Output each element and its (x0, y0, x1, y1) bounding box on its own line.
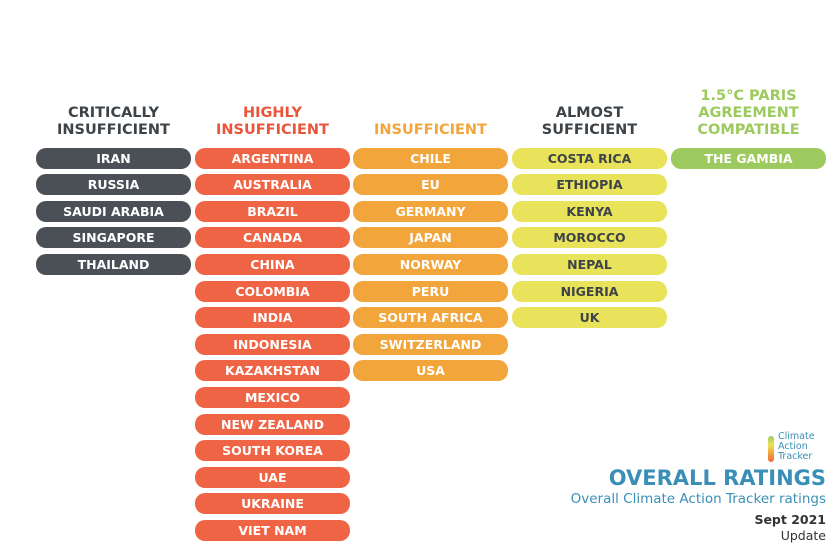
country-pill: NORWAY (353, 253, 508, 275)
logo-line: Action (778, 441, 808, 452)
country-pill: COLOMBIA (195, 280, 350, 302)
country-pill: VIET NAM (195, 519, 350, 541)
logo-line: Climate (778, 431, 815, 442)
country-pill: CHILE (353, 147, 508, 169)
country-pill: SINGAPORE (36, 227, 191, 249)
country-pill: BRAZIL (195, 200, 350, 222)
country-pill: INDIA (195, 307, 350, 329)
country-pill: KAZAKHSTAN (195, 360, 350, 382)
footer-note: Update (780, 528, 826, 543)
country-pill: UAE (195, 466, 350, 488)
country-pill: PERU (353, 280, 508, 302)
rating-column: HIGHLY INSUFFICIENT ARGENTINA AUSTRALIA BRA… (195, 80, 350, 541)
column-title: 1.5°C PARIS AGREEMENT COMPATIBLE (697, 88, 800, 138)
footer-subtitle: Overall Climate Action Tracker ratings (570, 491, 826, 507)
logo: Climate Action Tracker (768, 432, 815, 462)
footer-date: Sept 2021 (754, 512, 826, 527)
country-pill: USA (353, 360, 508, 382)
country-pill: NIGERIA (512, 280, 667, 302)
column-title: HIGHLY INSUFFICIENT (216, 105, 329, 138)
country-pill: ARGENTINA (195, 147, 350, 169)
logo-line: Tracker (778, 451, 813, 462)
country-pill: JAPAN (353, 227, 508, 249)
country-pill: COSTA RICA (512, 147, 667, 169)
rating-column: ALMOST SUFFICIENT COSTA RICA ETHIOPIA KENYA… (512, 80, 667, 329)
country-pill: KENYA (512, 200, 667, 222)
country-pill: UK (512, 307, 667, 329)
country-pill: EU (353, 174, 508, 196)
country-pill: CHINA (195, 253, 350, 275)
country-pill: NEPAL (512, 253, 667, 275)
country-pill: SAUDI ARABIA (36, 200, 191, 222)
rating-column: INSUFFICIENT CHILE EU GERMANY JAPAN NORWAY PER… (353, 80, 508, 382)
country-pill: IRAN (36, 147, 191, 169)
country-pill: RUSSIA (36, 174, 191, 196)
country-pill: ETHIOPIA (512, 174, 667, 196)
country-pill: MEXICO (195, 386, 350, 408)
column-title: CRITICALLY INSUFFICIENT (57, 105, 170, 138)
column-title: INSUFFICIENT (374, 122, 487, 138)
country-pill: UKRAINE (195, 493, 350, 515)
country-pill: NEW ZEALAND (195, 413, 350, 435)
country-pill: THE GAMBIA (671, 147, 826, 169)
footer-title: OVERALL RATINGS (608, 466, 826, 490)
country-pill: SWITZERLAND (353, 333, 508, 355)
country-pill: SOUTH KOREA (195, 440, 350, 462)
country-pill: SOUTH AFRICA (353, 307, 508, 329)
column-title: ALMOST SUFFICIENT (541, 105, 638, 138)
country-pill: INDONESIA (195, 333, 350, 355)
country-pill: GERMANY (353, 200, 508, 222)
footer: OVERALL RATINGS Overall Climate Action T… (571, 466, 826, 544)
logo-text: Climate Action Tracker (778, 432, 815, 462)
country-pill: MOROCCO (512, 227, 667, 249)
logo-icon (768, 436, 774, 462)
country-pill: CANADA (195, 227, 350, 249)
country-pill: AUSTRALIA (195, 174, 350, 196)
rating-column: 1.5°C PARIS AGREEMENT COMPATIBLE THE GAMB… (671, 80, 826, 169)
rating-column: CRITICALLY INSUFFICIENT IRAN RUSSIA SAUDI A… (36, 80, 191, 275)
country-pill: THAILAND (36, 253, 191, 275)
